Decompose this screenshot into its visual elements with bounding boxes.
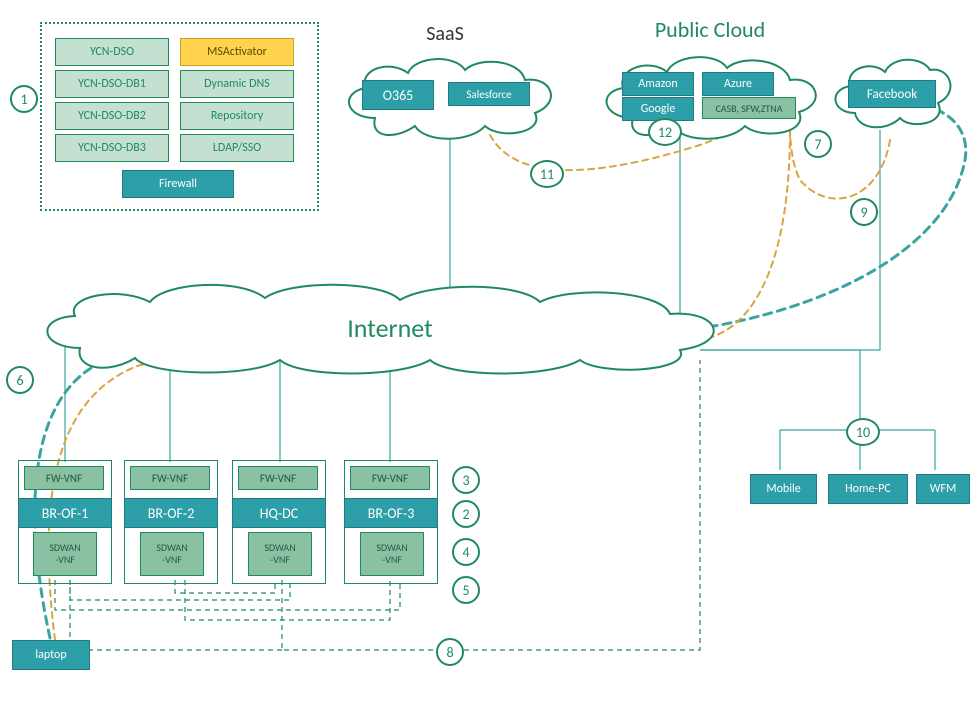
panel-repository: Repository xyxy=(180,102,294,130)
site-2-fw: FW-VNF xyxy=(130,466,210,490)
box-casb: CASB, SFW,ZTNA xyxy=(702,97,796,119)
panel-ycn-dso-db3: YCN-DSO-DB3 xyxy=(55,134,169,162)
site-2-main: BR-OF-2 xyxy=(124,498,218,528)
panel-msactivator: MSActivator xyxy=(180,38,294,66)
site-3-sd: SDWAN -VNF xyxy=(248,532,312,576)
num-5: 5 xyxy=(452,576,480,604)
box-wfm: WFM xyxy=(916,474,970,504)
num-11: 11 xyxy=(530,160,564,188)
box-o365: O365 xyxy=(362,80,434,110)
num-4: 4 xyxy=(452,538,480,566)
box-azure: Azure xyxy=(702,72,774,96)
box-facebook: Facebook xyxy=(848,80,936,108)
site-4-sd: SDWAN -VNF xyxy=(360,532,424,576)
num-8: 8 xyxy=(436,638,464,666)
panel-firewall: Firewall xyxy=(122,170,234,198)
box-laptop: laptop xyxy=(12,640,90,670)
box-salesforce: Salesforce xyxy=(448,82,530,106)
site-4-fw: FW-VNF xyxy=(350,466,430,490)
num-7: 7 xyxy=(804,130,832,158)
site-3-main: HQ-DC xyxy=(232,498,326,528)
box-amazon: Amazon xyxy=(622,72,694,96)
panel-ldap-sso: LDAP/SSO xyxy=(180,134,294,162)
cloud-internet xyxy=(20,268,740,388)
site-1-sd: SDWAN -VNF xyxy=(33,532,97,576)
num-2: 2 xyxy=(452,500,480,528)
num-3: 3 xyxy=(452,466,480,494)
site-1-fw: FW-VNF xyxy=(24,466,104,490)
num-9: 9 xyxy=(850,198,878,226)
box-mobile: Mobile xyxy=(750,474,817,504)
panel-ycn-dso-db2: YCN-DSO-DB2 xyxy=(55,102,169,130)
num-6: 6 xyxy=(6,366,34,394)
num-12: 12 xyxy=(648,118,682,146)
panel-dynamic-dns: Dynamic DNS xyxy=(180,70,294,98)
site-4-main: BR-OF-3 xyxy=(344,498,438,528)
site-3-fw: FW-VNF xyxy=(238,466,318,490)
num-10: 10 xyxy=(846,418,880,446)
site-1-main: BR-OF-1 xyxy=(18,498,112,528)
box-home-pc: Home-PC xyxy=(828,474,908,504)
panel-ycn-dso-db1: YCN-DSO-DB1 xyxy=(55,70,169,98)
box-google: Google xyxy=(622,97,694,121)
header-public-cloud: Public Cloud xyxy=(630,16,790,43)
site-2-sd: SDWAN -VNF xyxy=(140,532,204,576)
num-1: 1 xyxy=(10,85,38,113)
header-saas: SaaS xyxy=(405,22,485,46)
panel-ycn-dso: YCN-DSO xyxy=(55,38,169,66)
